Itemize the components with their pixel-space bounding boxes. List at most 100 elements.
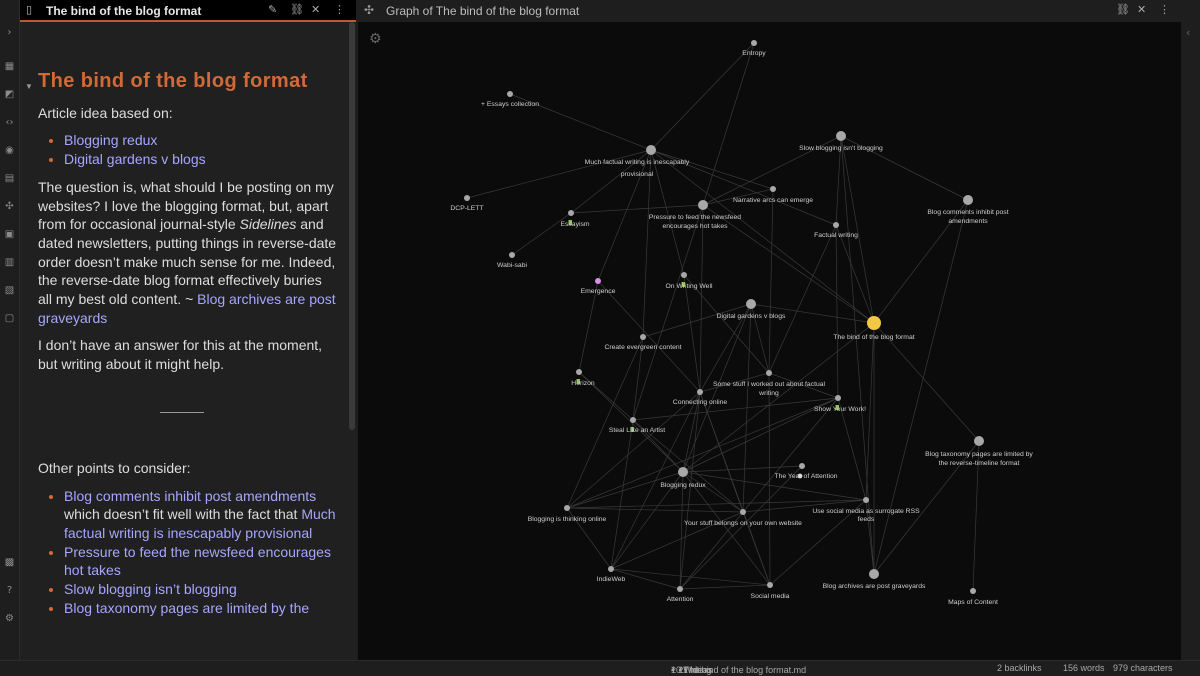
- help-icon[interactable]: ?: [6, 585, 13, 596]
- graph-node-onwriting[interactable]: On Writing Well: [666, 272, 713, 290]
- svg-text:Use social media as surrogate: Use social media as surrogate RSS: [812, 508, 920, 515]
- link-pressure[interactable]: Pressure to feed the newsfeed encourages…: [64, 543, 331, 579]
- graph-canvas[interactable]: Entropy + Essays collection Much factual w…: [358, 22, 1181, 660]
- svg-text:The Year of Attention: The Year of Attention: [774, 473, 837, 480]
- link-much-factual[interactable]: Much factual writing is inescapably prov…: [64, 506, 336, 541]
- graph-node-redux[interactable]: Blogging redux: [660, 467, 706, 489]
- close-icon[interactable]: ✕: [311, 3, 321, 16]
- close-icon[interactable]: ✕: [1137, 3, 1147, 16]
- graph-node-entropy[interactable]: Entropy: [742, 40, 766, 57]
- graph-node-horizon[interactable]: Horizon: [571, 369, 595, 387]
- more-options-icon[interactable]: ⋮: [1159, 3, 1170, 16]
- breadcrumb-item[interactable]: 11 Ideas: [678, 665, 713, 675]
- graph-node-taxonomy[interactable]: Blog taxonomy pages are limited by the re…: [925, 436, 1033, 467]
- note-tab-header[interactable]: ▯ The bind of the blog format ✎ ⛓ ✕ ⋮: [20, 0, 356, 22]
- graph-node-wabi[interactable]: Wabi-sabi: [497, 252, 527, 269]
- based-on-list: Blogging redux Digital gardens v blogs: [38, 131, 338, 168]
- graph-node-essayism[interactable]: Essayism: [560, 210, 590, 228]
- svg-text:Entropy: Entropy: [742, 50, 766, 57]
- graph-edge: [650, 42, 755, 151]
- link-slow-blogging[interactable]: Slow blogging isn’t blogging: [64, 581, 237, 598]
- open-note-icon[interactable]: ◩: [4, 89, 15, 100]
- link-blog-archives[interactable]: Blog archives are post graveyards: [38, 291, 336, 326]
- graph-edge: [466, 149, 652, 199]
- graph-node-digital[interactable]: Digital gardens v blogs: [717, 299, 786, 320]
- chevron-left-icon[interactable]: ‹: [1186, 26, 1191, 39]
- graph-node-connecting[interactable]: Connecting online: [673, 389, 728, 406]
- other-points-heading: Other points to consider:: [38, 459, 191, 476]
- graph-node-evergreen[interactable]: Create evergreen content: [604, 334, 682, 351]
- graph-node-archives[interactable]: Blog archives are post graveyards: [823, 569, 926, 590]
- link-blogging-redux[interactable]: Blogging redux: [64, 132, 158, 149]
- link-icon[interactable]: ⛓: [290, 3, 304, 16]
- graph-node-thinking[interactable]: Blogging is thinking online: [528, 505, 607, 523]
- link-digital-gardens[interactable]: Digital gardens v blogs: [64, 151, 206, 168]
- graph-settings-gear-icon[interactable]: ⚙: [369, 31, 382, 47]
- graph-node-socialmedia[interactable]: Social media: [751, 582, 790, 600]
- fold-arrow-icon[interactable]: ▼: [25, 82, 34, 91]
- page-icon[interactable]: ▤: [4, 173, 15, 184]
- daily-note-icon[interactable]: ▦: [4, 61, 15, 72]
- graph-node-indieweb[interactable]: IndieWeb: [597, 566, 626, 583]
- calendar-icon[interactable]: ▢: [4, 313, 15, 324]
- link-blog-taxonomy[interactable]: Blog taxonomy pages are limited by the: [64, 599, 310, 616]
- graph-node-dcp[interactable]: DCP-LETT: [450, 195, 484, 212]
- graph-node-somestuff[interactable]: Some stuff I worked out about factual wri…: [713, 370, 826, 397]
- graph-tab-header[interactable]: ✣ Graph of The bind of the blog format ⛓…: [358, 0, 1200, 22]
- note-scrollbar[interactable]: [349, 22, 355, 430]
- svg-text:Digital gardens v blogs: Digital gardens v blogs: [717, 313, 786, 320]
- calendar-check-icon[interactable]: ▣: [4, 229, 15, 240]
- graph-edge: [865, 499, 875, 575]
- svg-text:Blog archives are post graveya: Blog archives are post graveyards: [823, 583, 926, 590]
- graph-node-yourstuff[interactable]: Your stuff belongs on your own website: [684, 509, 802, 527]
- svg-text:feeds: feeds: [858, 516, 875, 523]
- vault-icon[interactable]: ▩: [4, 557, 15, 568]
- graph-node-slow[interactable]: Slow blogging isn't blogging: [799, 131, 883, 152]
- settings-gear-icon[interactable]: ⚙: [5, 613, 14, 624]
- graph-view-icon[interactable]: ✣: [5, 201, 14, 212]
- collapse-chevron-icon[interactable]: ›: [7, 27, 12, 38]
- template-icon[interactable]: ‹›: [5, 117, 14, 128]
- breadcrumb-item[interactable]: 10 Writing: [671, 665, 712, 675]
- kanban-icon[interactable]: ▧: [4, 285, 15, 296]
- svg-text:Essayism: Essayism: [560, 221, 589, 228]
- graph-edge: [566, 499, 867, 509]
- graph-node-yearatt[interactable]: The Year of Attention: [774, 463, 838, 480]
- graph-edge: [610, 568, 771, 586]
- graph-node-essays[interactable]: + Essays collection: [481, 91, 539, 108]
- graph-node-bind[interactable]: The bind of the blog format: [833, 316, 915, 341]
- graph-edge: [768, 224, 837, 374]
- breadcrumb-item[interactable]: The bind of the blog format.md: [683, 665, 807, 675]
- graph-node-narr[interactable]: Narrative arcs can emerge: [733, 186, 813, 204]
- graph-node-showwork[interactable]: Show Your Work!: [814, 395, 866, 413]
- svg-text:Narrative arcs can emerge: Narrative arcs can emerge: [733, 197, 813, 204]
- graph-node-maps[interactable]: Maps of Content: [948, 588, 998, 606]
- record-icon[interactable]: ◉: [5, 145, 14, 156]
- graph-edge: [865, 322, 875, 501]
- backlinks-count[interactable]: 2 backlinks: [997, 663, 1042, 673]
- link-blog-comments[interactable]: Blog comments inhibit post amendments: [64, 487, 317, 504]
- edit-pencil-icon[interactable]: ✎: [268, 3, 278, 16]
- graph-node-pressure[interactable]: Pressure to feed the newsfeed encourages …: [649, 200, 741, 230]
- file-icon: ▫: [683, 665, 687, 675]
- svg-text:the reverse-timeline format: the reverse-timeline format: [939, 460, 1020, 467]
- graph-node-comments[interactable]: Blog comments inhibit post amendments: [927, 195, 1009, 225]
- graph-edge: [509, 93, 652, 151]
- graph-node-emergence[interactable]: Emergence: [581, 278, 616, 295]
- status-bar: ▪ 10 Writing » ▪ 11 Ideas » ▫ The bind o…: [0, 660, 1200, 676]
- graph-edge: [597, 149, 652, 282]
- more-options-icon[interactable]: ⋮: [334, 3, 345, 16]
- graph-node-steal[interactable]: Steal Like an Artist: [609, 417, 665, 434]
- link-icon[interactable]: ⛓: [1116, 3, 1130, 16]
- graph-view-icon: ✣: [364, 3, 375, 17]
- graph-edge: [699, 204, 704, 393]
- graph-node-much[interactable]: Much factual writing is inescapably provi…: [585, 145, 690, 178]
- svg-text:Blog taxonomy pages are limite: Blog taxonomy pages are limited by: [925, 451, 1033, 458]
- stack-icon[interactable]: ▥: [4, 257, 15, 268]
- graph-edge: [742, 511, 771, 586]
- graph-edge: [566, 507, 744, 513]
- graph-node-factual[interactable]: Factual writing: [814, 222, 858, 239]
- graph-tab-title: Graph of The bind of the blog format: [386, 4, 580, 18]
- graph-node-attention[interactable]: Attention: [667, 586, 694, 603]
